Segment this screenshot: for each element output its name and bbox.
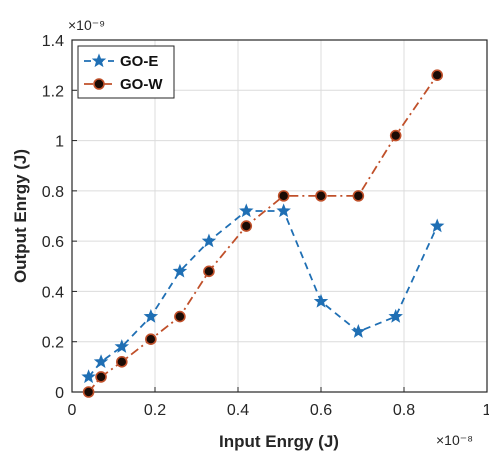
- data-point: [431, 69, 444, 81]
- data-point: [313, 293, 329, 308]
- series-line: [87, 210, 439, 378]
- legend-marker: [91, 53, 107, 68]
- y-tick-label: 0.2: [42, 335, 64, 352]
- data-point: [277, 190, 290, 202]
- data-point: [82, 386, 95, 398]
- x-tick-label: 0.6: [310, 402, 332, 419]
- x-exponent-label: ×10⁻⁸: [436, 432, 473, 448]
- data-point: [174, 310, 186, 323]
- data-point: [276, 203, 291, 218]
- data-point: [352, 190, 365, 202]
- y-exponent-label: ×10⁻⁹: [68, 17, 105, 33]
- x-tick-label: 1: [483, 402, 489, 419]
- data-point: [315, 190, 327, 202]
- legend-marker: [93, 78, 105, 90]
- y-tick-label: 0.8: [42, 184, 64, 201]
- grid-lines: [72, 40, 487, 392]
- y-tick-label: 0.4: [42, 284, 64, 301]
- axis-ticks: 0 0.2 0.4 0.6 0.8 1 0 0.2 0.4 0.6 0.8 1 1.2 1.4: [42, 33, 489, 419]
- y-axis-label: Output Enrgy (J): [11, 149, 30, 283]
- series-go-e: [81, 203, 445, 384]
- data-point: [389, 129, 402, 142]
- data-point: [172, 263, 188, 278]
- data-point: [240, 220, 253, 232]
- data-point: [93, 354, 109, 368]
- data-point: [203, 265, 215, 278]
- data-point: [95, 371, 107, 383]
- data-point: [351, 324, 366, 338]
- y-tick-label: 1.2: [42, 83, 64, 100]
- y-tick-label: 1.4: [42, 33, 64, 50]
- y-tick-label: 0.6: [42, 234, 64, 251]
- data-point: [388, 308, 403, 323]
- y-tick-label: 1: [55, 134, 64, 151]
- plot-frame: [71, 39, 488, 393]
- data-point: [114, 339, 130, 353]
- legend-box: [77, 45, 175, 99]
- x-tick-label: 0.8: [393, 402, 415, 419]
- x-axis-label: Input Enrgy (J): [219, 432, 339, 451]
- legend-entry: GO-E: [120, 53, 158, 70]
- data-point: [239, 203, 254, 218]
- data-point: [201, 233, 217, 248]
- series-layer: [81, 69, 445, 398]
- x-tick-label: 0.2: [144, 402, 166, 419]
- data-point: [81, 369, 96, 384]
- legend-entry: GO-W: [120, 76, 163, 93]
- data-point: [116, 356, 128, 368]
- series-line: [87, 74, 438, 393]
- data-point: [143, 308, 159, 323]
- series-go-w: [82, 69, 444, 398]
- x-tick-label: 0: [68, 402, 77, 419]
- legend: GO-E GO-W: [77, 45, 175, 99]
- data-point: [429, 218, 445, 233]
- y-tick-label: 0: [55, 385, 64, 402]
- data-point: [145, 333, 157, 346]
- x-tick-label: 0.4: [227, 402, 249, 419]
